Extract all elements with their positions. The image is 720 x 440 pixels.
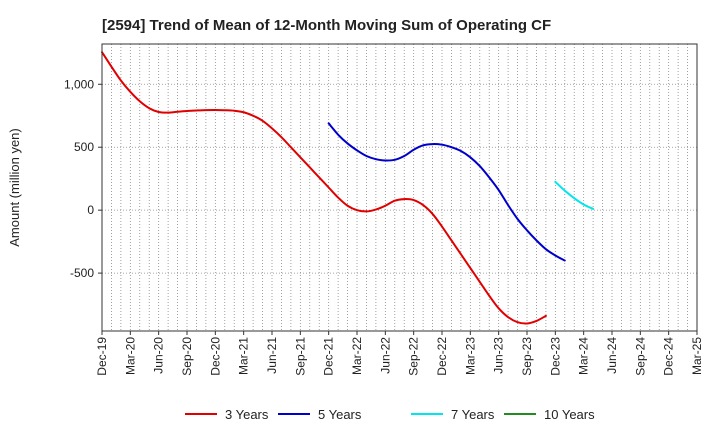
y-axis-ticks: -500 0 500 1,000 xyxy=(64,77,102,280)
x-tick-label: Dec-23 xyxy=(548,337,562,376)
x-tick-label: Dec-21 xyxy=(322,337,336,376)
x-tick-label: Jun-23 xyxy=(492,337,506,374)
x-tick-label: Mar-20 xyxy=(123,337,137,375)
y-tick-label: -500 xyxy=(70,266,94,280)
x-tick-label: Sep-22 xyxy=(407,337,421,376)
chart: [2594] Trend of Mean of 12-Month Moving … xyxy=(0,0,720,440)
legend-label-7-years: 7 Years xyxy=(451,407,495,422)
series-line-3-years xyxy=(102,52,546,323)
x-axis-ticks: Dec-19 Mar-20 Jun-20 Sep-20 Dec-20 Mar-21 Jun-… xyxy=(95,331,704,376)
x-tick-label: Mar-23 xyxy=(463,337,477,375)
legend-label-10-years: 10 Years xyxy=(544,407,595,422)
x-tick-label: Jun-24 xyxy=(605,337,619,374)
x-tick-label: Mar-21 xyxy=(237,337,251,375)
plot-frame xyxy=(102,44,697,331)
legend: 3 Years 5 Years 7 Years 10 Years xyxy=(185,407,595,422)
x-tick-label: Jun-20 xyxy=(152,337,166,374)
legend-label-5-years: 5 Years xyxy=(318,407,362,422)
x-tick-label: Mar-22 xyxy=(350,337,364,375)
grid xyxy=(102,44,697,331)
x-tick-label: Jun-22 xyxy=(378,337,392,374)
y-tick-label: 1,000 xyxy=(64,77,94,91)
y-tick-label: 0 xyxy=(87,203,94,217)
x-tick-label: Dec-24 xyxy=(662,337,676,376)
x-tick-label: Jun-21 xyxy=(265,337,279,374)
x-tick-label: Sep-21 xyxy=(293,337,307,376)
x-tick-label: Sep-20 xyxy=(180,337,194,376)
x-tick-label: Mar-25 xyxy=(690,337,704,375)
chart-title: [2594] Trend of Mean of 12-Month Moving … xyxy=(102,17,551,34)
x-tick-label: Sep-24 xyxy=(633,337,647,376)
x-tick-label: Dec-19 xyxy=(95,337,109,376)
y-tick-label: 500 xyxy=(74,140,94,154)
x-tick-label: Dec-22 xyxy=(435,337,449,376)
x-tick-label: Sep-23 xyxy=(520,337,534,376)
legend-label-3-years: 3 Years xyxy=(225,407,269,422)
series-line-5-years xyxy=(329,123,565,260)
x-tick-label: Dec-20 xyxy=(208,337,222,376)
x-tick-label: Mar-24 xyxy=(577,337,591,375)
y-axis-label: Amount (million yen) xyxy=(7,128,22,247)
